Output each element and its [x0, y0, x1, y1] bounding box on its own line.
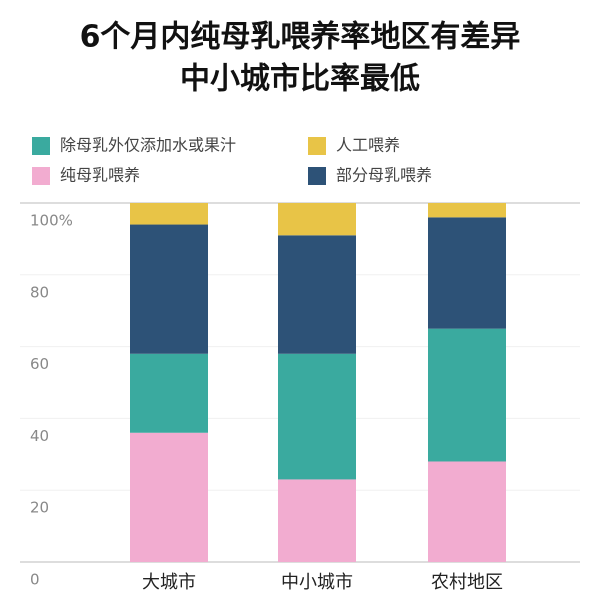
legend-label: 部分母乳喂养 — [336, 166, 432, 185]
bar-segment — [130, 432, 208, 562]
y-tick-label: 100% — [30, 212, 73, 230]
bar-segment — [428, 328, 506, 462]
bar-segment — [428, 461, 506, 562]
legend-label: 除母乳外仅添加水或果汁 — [60, 136, 236, 155]
x-tick-label: 农村地区 — [431, 572, 503, 593]
y-tick-label: 40 — [30, 427, 49, 445]
bar-segment — [130, 203, 208, 225]
bar-segment — [428, 203, 506, 218]
chart-title: 6个月内纯母乳喂养率地区有差异 — [80, 20, 521, 55]
bar-segment — [278, 235, 356, 354]
bar-segment — [130, 353, 208, 433]
y-tick-label: 80 — [30, 283, 49, 301]
y-tick-label: 0 — [30, 571, 40, 589]
bar-segment — [130, 224, 208, 354]
chart-subtitle: 中小城市比率最低 — [180, 62, 420, 97]
legend-swatch — [308, 167, 326, 185]
legend-swatch — [32, 137, 50, 155]
bar-segment — [278, 479, 356, 562]
legend-label: 人工喂养 — [336, 136, 400, 155]
bar-segment — [278, 203, 356, 236]
legend-label: 纯母乳喂养 — [60, 166, 140, 185]
x-tick-label: 大城市 — [142, 572, 196, 593]
bar-segment — [278, 353, 356, 480]
y-tick-label: 60 — [30, 355, 49, 373]
legend-swatch — [32, 167, 50, 185]
x-tick-label: 中小城市 — [281, 572, 353, 593]
legend-swatch — [308, 137, 326, 155]
bar-segment — [428, 217, 506, 329]
y-tick-label: 20 — [30, 499, 49, 517]
